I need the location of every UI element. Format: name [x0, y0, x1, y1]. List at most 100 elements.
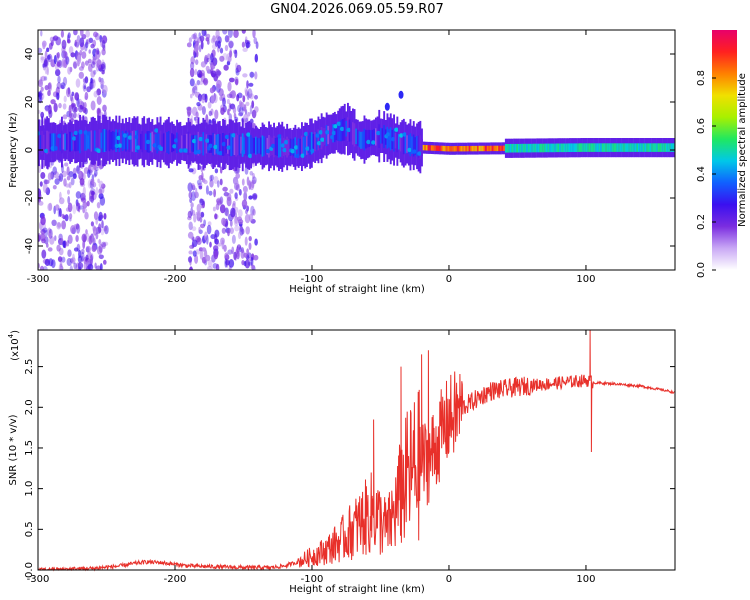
signal-dot	[320, 137, 325, 142]
signal-core	[253, 137, 256, 154]
signal-core	[624, 143, 627, 152]
noise-speck	[241, 30, 246, 34]
noise-speck	[74, 106, 78, 113]
noise-speck	[209, 241, 212, 248]
noise-speck	[42, 227, 48, 233]
x-tick-label: -200	[164, 574, 187, 585]
signal-core	[245, 135, 247, 156]
noise-speck	[188, 221, 193, 231]
signal-core	[476, 145, 479, 152]
noise-speck	[191, 33, 197, 40]
signal-core	[98, 129, 101, 152]
signal-core	[97, 129, 100, 153]
noise-speck	[191, 87, 196, 96]
noise-speck	[90, 235, 96, 245]
signal-core	[417, 135, 420, 158]
noise-speck	[61, 213, 65, 219]
y-tick-label: 0.0	[24, 562, 35, 578]
signal-core	[402, 132, 405, 155]
signal-core	[669, 143, 672, 152]
signal-core	[447, 146, 450, 152]
snr-x-label: Height of straight line (km)	[289, 584, 425, 595]
signal-core	[404, 133, 407, 154]
signal-core	[511, 143, 514, 153]
signal-core	[638, 143, 640, 152]
signal-core	[670, 143, 673, 152]
noise-speck	[53, 171, 59, 179]
noise-speck	[68, 171, 74, 178]
noise-speck	[191, 226, 197, 232]
noise-speck	[56, 52, 60, 59]
signal-dot	[122, 133, 128, 138]
signal-core	[506, 144, 509, 153]
noise-speck	[54, 178, 60, 185]
signal-core	[600, 143, 603, 152]
noise-speck	[95, 232, 99, 240]
noise-speck	[246, 205, 250, 212]
signal-core	[603, 143, 606, 152]
signal-core	[598, 143, 601, 152]
noise-speck	[246, 248, 250, 254]
signal-core	[536, 143, 538, 153]
noise-speck	[98, 211, 103, 222]
signal-dot	[339, 126, 345, 132]
signal-core	[569, 143, 571, 152]
noise-speck	[233, 251, 237, 261]
noise-speck	[41, 40, 47, 48]
noise-speck	[204, 249, 208, 258]
noise-speck	[90, 43, 95, 49]
signal-dot	[399, 133, 404, 138]
spectrogram-y-label: Frequency (Hz)	[8, 112, 19, 188]
noise-speck	[249, 105, 253, 115]
noise-speck	[200, 40, 204, 50]
signal-core	[324, 127, 326, 145]
noise-speck	[84, 211, 89, 220]
noise-speck	[186, 42, 192, 48]
signal-core	[189, 133, 192, 153]
signal-core	[202, 132, 205, 156]
signal-core	[269, 136, 272, 157]
signal-spike	[398, 90, 404, 99]
snr-series-line	[37, 329, 676, 572]
noise-speck	[40, 229, 46, 235]
signal-dot	[366, 139, 371, 145]
noise-speck	[65, 56, 70, 65]
noise-speck	[73, 30, 78, 36]
noise-speck	[95, 217, 98, 225]
signal-core	[174, 135, 177, 151]
noise-speck	[91, 244, 97, 252]
noise-speck	[214, 168, 219, 174]
noise-speck	[197, 210, 201, 218]
noise-speck	[95, 47, 100, 55]
noise-speck	[93, 211, 99, 221]
signal-core	[151, 131, 154, 153]
signal-core	[636, 143, 639, 152]
noise-speck	[99, 80, 105, 86]
signal-core	[116, 132, 119, 149]
signal-core	[399, 133, 402, 152]
signal-core	[618, 143, 621, 152]
noise-speck	[195, 111, 199, 119]
noise-speck	[244, 87, 249, 95]
signal-core	[128, 130, 131, 152]
noise-speck	[243, 191, 248, 202]
noise-speck	[47, 247, 53, 252]
signal-core	[218, 133, 221, 155]
signal-core	[233, 134, 236, 155]
noise-speck	[224, 207, 230, 217]
noise-speck	[252, 208, 256, 216]
signal-core	[143, 130, 146, 154]
signal-core	[472, 145, 474, 152]
signal-core	[355, 128, 358, 144]
noise-speck	[71, 102, 76, 108]
noise-speck	[207, 101, 212, 109]
noise-speck	[68, 46, 74, 55]
noise-speck	[44, 76, 48, 81]
noise-speck	[75, 235, 79, 242]
noise-speck	[226, 196, 232, 207]
y-tick-label: 40	[24, 48, 35, 61]
noise-speck	[204, 231, 208, 241]
noise-speck	[76, 167, 81, 174]
noise-speck	[83, 85, 87, 90]
noise-speck	[222, 30, 228, 35]
